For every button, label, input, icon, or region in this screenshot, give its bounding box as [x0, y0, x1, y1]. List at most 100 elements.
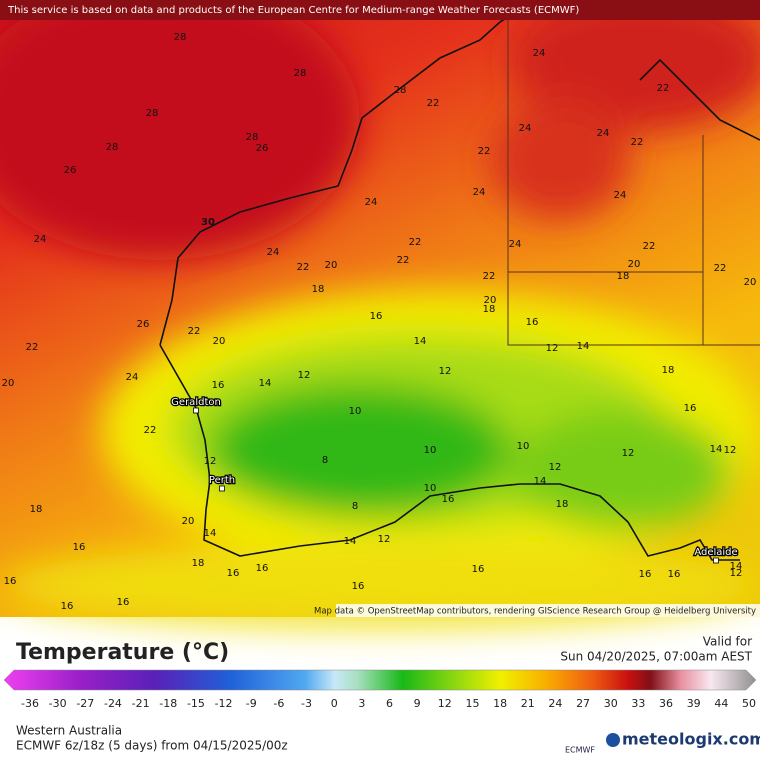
contour-label: 24 — [126, 372, 139, 383]
contour-label: 16 — [352, 581, 365, 592]
colorbar-tick-label: -6 — [273, 697, 284, 710]
colorbar-tick-label: 6 — [386, 697, 393, 710]
contour-label: 16 — [227, 568, 240, 579]
colorbar-tick-label: -15 — [187, 697, 205, 710]
city-marker — [219, 485, 225, 492]
contour-label: 26 — [137, 319, 150, 330]
contour-label: 26 — [256, 143, 269, 154]
city-marker — [193, 407, 199, 414]
model-run: ECMWF 6z/18z (5 days) from 04/15/2025/00… — [16, 739, 288, 753]
attribution: Map data © OpenStreetMap contributors, r… — [314, 607, 756, 617]
contour-label: 18 — [483, 304, 496, 315]
contour-label: 20 — [628, 259, 641, 270]
header-bar — [0, 0, 760, 20]
colorbar-tick-label: 18 — [493, 697, 507, 710]
city-name: Adelaide — [694, 547, 737, 558]
contour-label: 22 — [483, 271, 496, 282]
contour-label: 20 — [325, 260, 338, 271]
contour-label: 14 — [259, 378, 272, 389]
colorbar-tick-label: 24 — [548, 697, 562, 710]
contour-label: 16 — [61, 601, 74, 612]
contour-label: 10 — [517, 441, 530, 452]
contour-label: 16 — [73, 542, 86, 553]
contour-label: 14 — [730, 561, 743, 572]
colorbar-tick-label: 30 — [604, 697, 618, 710]
contour-label: 20 — [484, 295, 497, 306]
map: This service is based on data and produc… — [0, 0, 760, 625]
colorbar-tick-label: -27 — [76, 697, 94, 710]
disclaimer: This service is based on data and produc… — [7, 5, 579, 16]
contour-label: 24 — [597, 128, 610, 139]
contour-label: 20 — [744, 277, 757, 288]
valid-label: Valid for — [703, 635, 752, 649]
coastline — [159, 0, 541, 346]
contour-label: 14 — [710, 444, 723, 455]
contour-label: 28 — [106, 142, 119, 153]
colorbar-tick-label: -12 — [215, 697, 233, 710]
contour-label: 14 — [534, 476, 547, 487]
contour-label: 16 — [256, 563, 269, 574]
contour-label: 24 — [509, 239, 522, 250]
contour-label: 24 — [267, 247, 280, 258]
contour-label: 22 — [188, 326, 201, 337]
contour-label: 16 — [526, 317, 539, 328]
contour-label: 10 — [424, 483, 437, 494]
contour-label: 22 — [657, 83, 670, 94]
colorbar-tick-label: 39 — [687, 697, 701, 710]
contour-label: 16 — [212, 380, 225, 391]
colorbar-tick-label: 50 — [742, 697, 756, 710]
contour-label: 22 — [297, 262, 310, 273]
contour-label: 20 — [213, 336, 226, 347]
contour-label: 10 — [424, 445, 437, 456]
contour-label: 16 — [639, 569, 652, 580]
colorbar-tick-label: -36 — [21, 697, 39, 710]
ecmwf-logo: ECMWF — [565, 746, 595, 755]
contour-label: 12 — [298, 370, 311, 381]
contour-label: 14 — [414, 336, 427, 347]
contour-label: 16 — [668, 569, 681, 580]
colorbar-tick-label: 9 — [414, 697, 421, 710]
contour-label: 14 — [204, 528, 217, 539]
cities: Geraldton Perth Adelaide — [170, 396, 739, 564]
colorbar-tick-label: -24 — [104, 697, 122, 710]
contour-label: 18 — [30, 504, 43, 515]
contour-label: 12 — [724, 445, 737, 456]
colorbar-tick-label: -18 — [159, 697, 177, 710]
city-name: Perth — [209, 475, 235, 486]
contour-label: 20 — [2, 378, 15, 389]
valid-time: Sun 04/20/2025, 07:00am AEST — [560, 650, 752, 664]
colorbar-tick-label: -9 — [246, 697, 257, 710]
contour-label: 10 — [349, 406, 362, 417]
contour-label: 22 — [144, 425, 157, 436]
contour-label: 22 — [478, 146, 491, 157]
colorbar-tick-label: 3 — [358, 697, 365, 710]
contour-label: 14 — [344, 536, 357, 547]
colorbar-tick-label: 21 — [521, 697, 535, 710]
contour-label: 12 — [730, 568, 743, 579]
colorbar-tick-label: -3 — [301, 697, 312, 710]
contour-label: 22 — [643, 241, 656, 252]
contour-label: 22 — [26, 342, 39, 353]
colorbar-tick-label: 15 — [465, 697, 479, 710]
contour-label: 12 — [439, 366, 452, 377]
contour-label: 22 — [427, 98, 440, 109]
colorbar-tick-label: -30 — [49, 697, 67, 710]
contour-label: 22 — [631, 137, 644, 148]
contour-label: 24 — [34, 234, 47, 245]
contour-label: 12 — [204, 456, 217, 467]
legend-title: Temperature (°C) — [16, 640, 229, 665]
colorbar-tick-label: -21 — [132, 697, 150, 710]
coastline — [159, 344, 740, 561]
contour-label: 28 — [294, 68, 307, 79]
contour-label: 8 — [322, 455, 328, 466]
temperature-field — [0, 0, 760, 625]
contour-label: 12 — [546, 343, 559, 354]
contour-label: 16 — [4, 576, 17, 587]
contour-label: 28 — [146, 108, 159, 119]
contour-label: 16 — [442, 494, 455, 505]
contour-label: 24 — [533, 48, 546, 59]
contour-label: 16 — [684, 403, 697, 414]
contour-label: 22 — [714, 263, 727, 274]
state-border — [507, 18, 760, 346]
contour-label: 22 — [397, 255, 410, 266]
